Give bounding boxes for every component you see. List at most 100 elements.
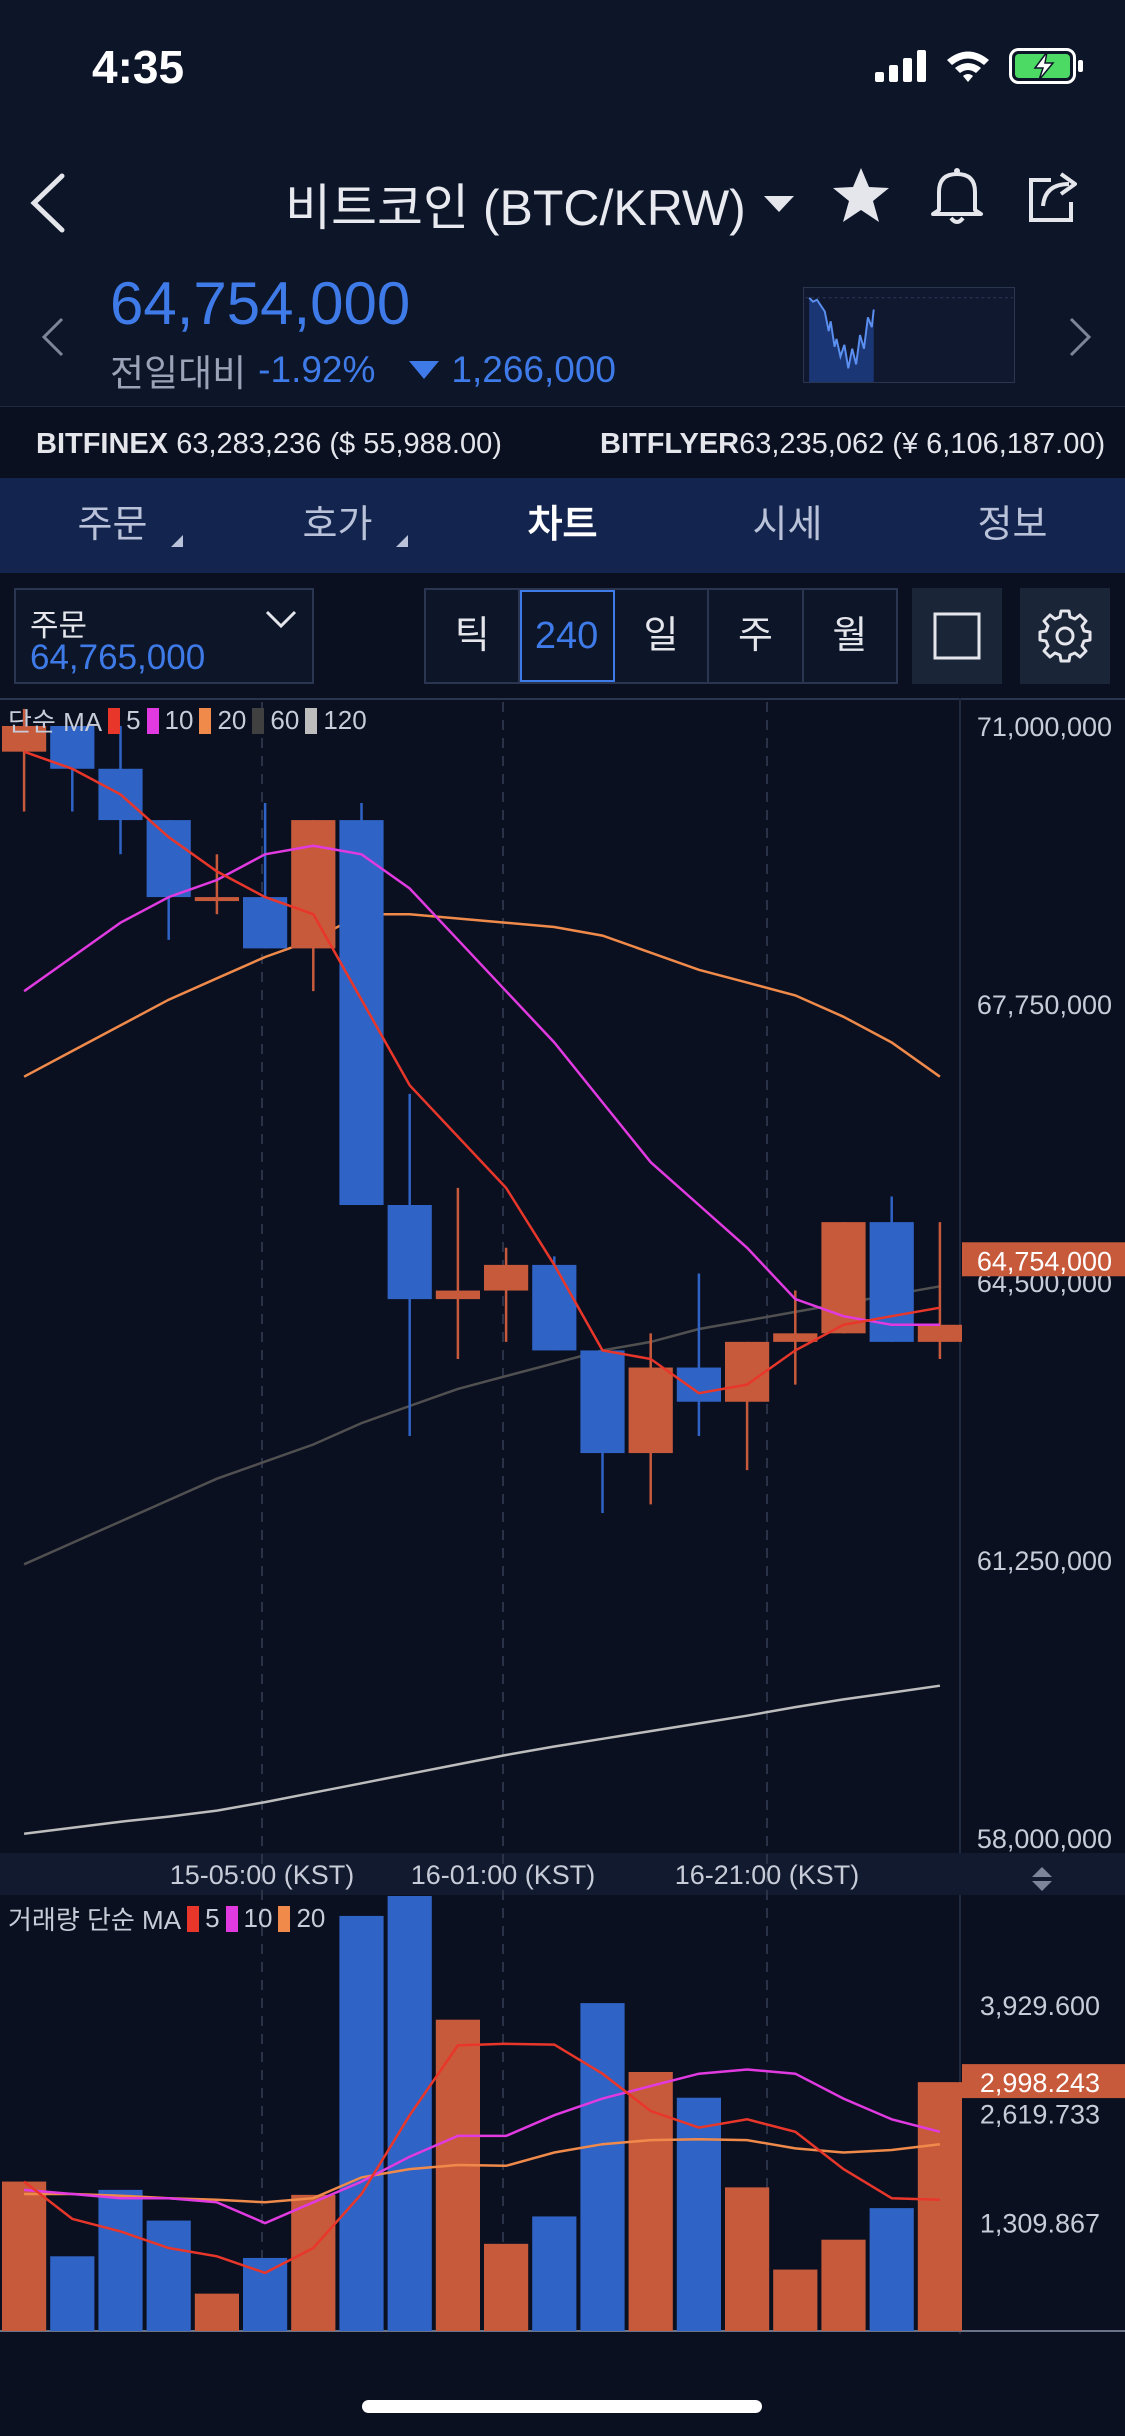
chart-toolbar: 주문 64,765,000 틱 240 일 주 월 xyxy=(0,573,1125,698)
tab-label: 정보 xyxy=(977,504,1048,546)
caret-down-icon xyxy=(763,196,794,212)
volume-bar xyxy=(676,2097,721,2331)
candle-body xyxy=(484,1264,529,1291)
wifi-icon xyxy=(947,51,989,82)
candle-body xyxy=(580,1350,625,1454)
square-icon xyxy=(933,612,981,660)
candle-body xyxy=(917,1324,962,1342)
volume-bar xyxy=(821,2239,866,2331)
legend-label: 10 xyxy=(243,1903,273,1933)
volume-bar xyxy=(243,2257,288,2331)
period-week[interactable]: 주 xyxy=(709,590,804,682)
next-market-icon[interactable] xyxy=(1065,315,1095,359)
order-label: 주문 xyxy=(30,608,88,643)
candle-body xyxy=(821,1222,866,1334)
period-day[interactable]: 일 xyxy=(615,590,710,682)
volume-bar xyxy=(194,2293,239,2331)
legend-label: 5 xyxy=(205,1903,220,1933)
volume-y-tick-label: 2,619.733 xyxy=(980,2100,1100,2130)
ma5-swatch xyxy=(187,1905,200,1932)
ma60-swatch xyxy=(252,707,265,734)
legend-prefix: 단순 MA xyxy=(8,707,103,737)
candle-body xyxy=(146,820,191,898)
tab-label: 호가 xyxy=(302,504,373,546)
ma60-line xyxy=(23,1285,941,1566)
ma120-line xyxy=(23,1684,941,1835)
chevron-down-icon xyxy=(265,610,297,629)
volume-bar xyxy=(725,2187,770,2331)
tab-label: 차트 xyxy=(527,504,598,546)
price-ma-legend: 단순 MA 5 10 20 60 120 xyxy=(8,702,367,739)
submenu-indicator-icon xyxy=(171,535,183,547)
candle-body xyxy=(387,1205,432,1300)
home-indicator[interactable] xyxy=(362,2400,762,2413)
legend-prefix: 거래량 단순 MA xyxy=(8,1905,182,1935)
chart-area[interactable]: 71,000,000 67,750,000 64,500,000 61,250,000… xyxy=(0,698,1125,2334)
legend-label: 60 xyxy=(270,705,300,735)
legend-label: 120 xyxy=(323,705,367,735)
change-amount: 1,266,000 xyxy=(451,349,617,390)
candle-body xyxy=(194,897,239,902)
period-month[interactable]: 월 xyxy=(832,615,868,657)
legend-label: 10 xyxy=(164,705,194,735)
current-volume-marker xyxy=(962,2064,1125,2099)
header-actions xyxy=(829,164,1085,228)
price-change: 전일대비 -1.92% 1,266,000 xyxy=(110,343,616,397)
tab-label: 주문 xyxy=(77,504,148,546)
price-volume-chart[interactable]: 71,000,00067,750,00064,500,00061,250,000… xyxy=(0,698,1125,2334)
market-selector[interactable]: 비트코인 (BTC/KRW) xyxy=(285,168,794,240)
volume-y-tick-label: 1,309.867 xyxy=(980,2208,1100,2238)
tab-orderbook[interactable]: 호가 xyxy=(225,478,450,573)
tab-label: 시세 xyxy=(752,504,823,546)
price-block: 64,754,000 전일대비 -1.92% 1,266,000 xyxy=(0,265,1125,407)
volume-bar xyxy=(484,2243,529,2331)
back-button[interactable] xyxy=(20,168,80,238)
period-240[interactable]: 240 xyxy=(520,590,615,682)
volume-ma10-line xyxy=(23,2068,941,2225)
order-value: 64,765,000 xyxy=(30,638,206,677)
tab-info[interactable]: 정보 xyxy=(900,478,1125,573)
current-price: 64,754,000 xyxy=(110,270,411,337)
main-tabs: 주문 호가 차트 시세 정보 xyxy=(0,478,1125,573)
volume-bar xyxy=(773,2269,818,2331)
down-triangle-icon xyxy=(409,361,440,379)
current-price-marker xyxy=(962,1242,1125,1277)
gear-icon xyxy=(1038,609,1092,663)
order-price-dropdown[interactable]: 주문 64,765,000 xyxy=(14,588,314,684)
legend-label: 5 xyxy=(126,705,141,735)
volume-bar xyxy=(580,2003,625,2331)
scroll-down-icon xyxy=(1032,1881,1052,1891)
ma10-swatch xyxy=(225,1905,238,1932)
ma10-line xyxy=(23,844,940,1327)
volume-bar xyxy=(98,2189,143,2331)
bell-icon[interactable] xyxy=(925,164,989,228)
x-tick-label: 16-01:00 (KST) xyxy=(411,1860,596,1890)
submenu-indicator-icon xyxy=(396,535,408,547)
volume-bar xyxy=(339,1915,384,2331)
volume-bar xyxy=(2,2181,47,2331)
ma120-swatch xyxy=(305,707,318,734)
volume-bar xyxy=(917,2082,962,2331)
scroll-up-icon xyxy=(1032,1867,1052,1877)
y-tick-label: 58,000,000 xyxy=(977,1824,1112,1854)
y-tick-label: 71,000,000 xyxy=(977,712,1112,742)
fullscreen-button[interactable] xyxy=(912,588,1002,684)
settings-button[interactable] xyxy=(1020,588,1110,684)
period-tick[interactable]: 틱 xyxy=(426,590,521,682)
volume-bar xyxy=(532,2216,577,2331)
exchange-bitfinex: BITFINEX 63,283,236 ($ 55,988.00) xyxy=(36,428,502,461)
volume-y-tick-label: 3,929.600 xyxy=(980,1991,1100,2021)
share-icon[interactable] xyxy=(1021,164,1085,228)
tab-quotes[interactable]: 시세 xyxy=(675,478,900,573)
candle-body xyxy=(50,726,95,769)
candle-body xyxy=(773,1333,818,1342)
exchange-prices: BITFINEX 63,283,236 ($ 55,988.00) BITFLY… xyxy=(0,408,1125,478)
prev-market-icon[interactable] xyxy=(38,315,68,359)
candle-body xyxy=(532,1264,577,1351)
volume-bar xyxy=(435,2019,480,2331)
star-icon[interactable] xyxy=(829,164,893,228)
volume-ma-legend: 거래량 단순 MA 5 10 20 xyxy=(8,1900,325,1937)
status-icons xyxy=(875,48,1085,84)
tab-chart[interactable]: 차트 xyxy=(450,478,675,573)
tab-order[interactable]: 주문 xyxy=(0,478,225,573)
